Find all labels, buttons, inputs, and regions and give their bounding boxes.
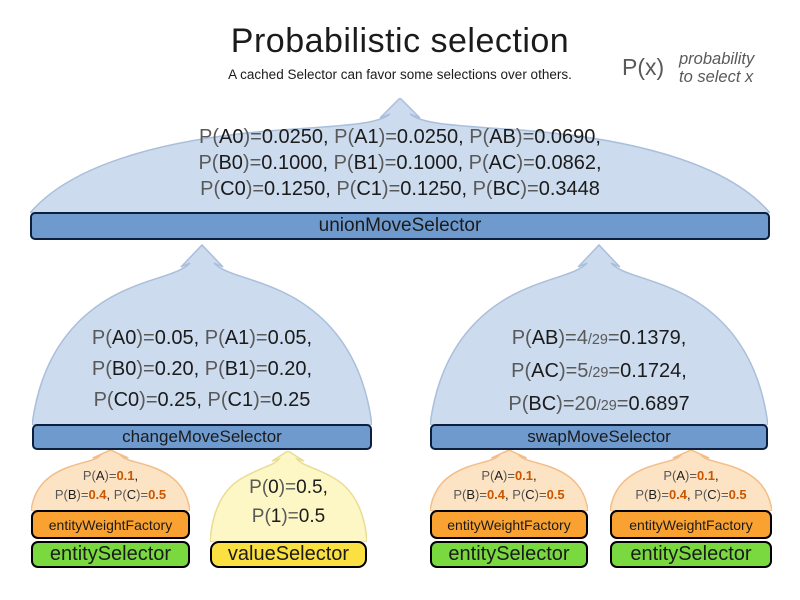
entity-weight-factory-label: entityWeightFactory (447, 516, 571, 533)
weight-probability-line: P(B)=0.4, P(C)=0.5 (453, 486, 565, 502)
change-move-selector-label: changeMoveSelector (122, 427, 282, 446)
value-probabilities: P(0)=0.5, P(1)=0.5 (210, 473, 367, 531)
entity-selector-bar-1: entitySelector (31, 541, 190, 568)
entity-selector-label: entitySelector (49, 543, 172, 565)
weight-probability-line: P(B)=0.4, P(C)=0.5 (54, 486, 167, 502)
page-title: Probabilistic selection (230, 22, 570, 60)
union-probability-line-3: P(C0)=0.1250, P(C1)=0.1250, P(BC)=0.3448 (200, 178, 600, 200)
swap-probability-line-3: P(BC)=20/29=0.6897 (508, 393, 690, 415)
swap-probabilities: P(AB)=4/29=0.1379, P(AC)=5/29=0.1724, P(… (430, 323, 768, 422)
entity-weight-dome-3 (610, 450, 772, 511)
union-probabilities: P(A0)=0.0250, P(A1)=0.0250, P(AB)=0.0690… (100, 124, 700, 202)
change-move-selector-bar: changeMoveSelector (32, 424, 372, 450)
value-probability-line: P(1)=0.5 (251, 506, 326, 527)
change-probability-line-1: P(A0)=0.05, P(A1)=0.05, (91, 327, 313, 349)
change-probability-line-2: P(B0)=0.20, P(B1)=0.20, (91, 358, 313, 380)
entity-selector-bar-3: entitySelector (610, 541, 772, 568)
swap-dome-shape (430, 243, 768, 425)
entity-weight-factory-label: entityWeightFactory (48, 516, 173, 533)
swap-move-selector-label: swapMoveSelector (527, 427, 671, 446)
union-probability-line-1: P(A0)=0.0250, P(A1)=0.0250, P(AB)=0.0690… (199, 126, 601, 148)
entity-weight-factory-bar-2: entityWeightFactory (430, 510, 588, 539)
entity-selector-bar-2: entitySelector (430, 541, 588, 568)
value-probability-line: P(0)=0.5, (249, 477, 328, 498)
union-dome-shape (30, 98, 770, 213)
entity-weight-factory-label: entityWeightFactory (629, 516, 753, 533)
value-selector-bar: valueSelector (210, 541, 367, 568)
entity-weight-probabilities-3: P(A)=0.1, P(B)=0.4, P(C)=0.5 (610, 467, 772, 504)
subtitle: A cached Selector can favor some selecti… (228, 67, 572, 82)
weight-probability-line: P(B)=0.4, P(C)=0.5 (635, 486, 747, 502)
value-selector-label: valueSelector (227, 543, 350, 565)
legend-note: probability to select x (679, 50, 754, 86)
weight-probability-line: P(A)=0.1, (82, 468, 139, 483)
legend-note-line-1: probability (679, 50, 755, 68)
swap-probability-line-1: P(AB)=4/29=0.1379, (511, 327, 687, 349)
union-move-selector-bar: unionMoveSelector (30, 212, 770, 240)
change-probabilities: P(A0)=0.05, P(A1)=0.05, P(B0)=0.20, P(B1… (32, 323, 372, 416)
change-dome-shape (32, 243, 372, 425)
entity-selector-label: entitySelector (448, 543, 570, 565)
union-move-selector-label: unionMoveSelector (318, 215, 482, 236)
entity-weight-probabilities-1: P(A)=0.1, P(B)=0.4, P(C)=0.5 (31, 467, 190, 504)
weight-probability-line: P(A)=0.1, (663, 468, 719, 483)
weight-probability-line: P(A)=0.1, (481, 468, 537, 483)
swap-move-selector-bar: swapMoveSelector (430, 424, 768, 450)
entity-weight-factory-bar-3: entityWeightFactory (610, 510, 772, 539)
swap-probability-line-2: P(AC)=5/29=0.1724, (511, 360, 687, 382)
change-probability-line-3: P(C0)=0.25, P(C1)=0.25 (93, 389, 311, 411)
legend-symbol: P(x) (622, 54, 665, 80)
value-dome-shape (210, 451, 367, 542)
entity-weight-probabilities-2: P(A)=0.1, P(B)=0.4, P(C)=0.5 (430, 467, 588, 504)
entity-selector-label: entitySelector (630, 543, 752, 565)
union-probability-line-2: P(B0)=0.1000, P(B1)=0.1000, P(AC)=0.0862… (198, 152, 602, 174)
legend-note-line-2: to select x (679, 68, 754, 86)
entity-weight-dome-1 (31, 450, 190, 511)
entity-weight-dome-2 (430, 450, 588, 511)
entity-weight-factory-bar-1: entityWeightFactory (31, 510, 190, 539)
